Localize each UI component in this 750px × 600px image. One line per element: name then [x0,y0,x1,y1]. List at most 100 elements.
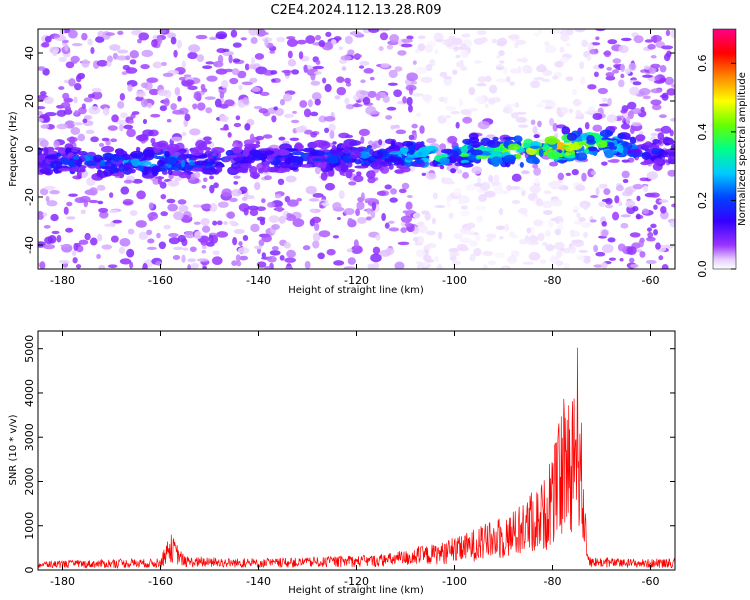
heatmap-cell [315,59,321,66]
figure-title: C2E4.2024.112.13.28.R09 [270,3,441,18]
heatmap-cell [299,100,308,108]
heatmap-cell [605,71,615,78]
heatmap-cell [248,29,260,36]
heatmap-cell [241,196,248,201]
heatmap-cell [620,73,625,79]
heatmap-cell [147,238,155,244]
heatmap-cell [172,109,185,115]
heatmap-cell [380,63,390,68]
heatmap-cell [106,55,113,63]
heatmap-cell [420,76,433,84]
heatmap-cell [519,238,528,245]
heatmap-cell [541,78,551,83]
heatmap-cell [587,106,595,114]
y-tick-label: 4000 [23,379,36,407]
heatmap-cell [347,257,356,265]
heatmap-cell [366,145,372,150]
heatmap-cell [190,167,203,172]
heatmap-cell [338,190,345,200]
heatmap-cell [292,110,297,114]
heatmap-cell [137,38,142,44]
heatmap-cell [185,165,194,170]
heatmap-cell [159,181,167,189]
heatmap-cell [507,143,521,151]
heatmap-cell [152,61,162,69]
heatmap-cell [376,190,387,196]
heatmap-cell [332,141,337,145]
heatmap-cell [645,259,657,265]
heatmap-cell [506,255,518,264]
heatmap-cell [607,237,616,243]
snr-xlabel: Height of straight line (km) [288,585,424,596]
heatmap-cell [453,187,462,196]
heatmap-cell [450,110,460,115]
heatmap-cell [212,250,220,256]
heatmap-cell [43,96,54,105]
heatmap-cell [402,96,407,104]
x-tick-label: -100 [442,575,467,588]
heatmap-cell [286,38,298,48]
y-tick-label: -40 [23,236,36,254]
heatmap-cell [587,84,597,90]
heatmap-cell [468,87,476,96]
heatmap-cell [659,65,667,73]
heatmap-cell [202,169,211,175]
heatmap-cell [286,249,296,258]
heatmap-cell [641,151,652,160]
heatmap-cell [347,49,355,56]
heatmap-cell [635,134,646,142]
heatmap-cell [585,256,591,261]
heatmap-cell [229,197,238,203]
heatmap-cell [287,50,293,59]
heatmap-cell [62,39,69,44]
heatmap-cell [342,154,353,163]
heatmap-cell [660,206,667,214]
x-tick-label: -140 [246,274,271,287]
heatmap-cell [163,97,170,107]
heatmap-cell [178,204,189,213]
heatmap-cell [527,240,539,246]
heatmap-cell [549,29,562,35]
heatmap-cell [630,263,639,268]
heatmap-cell [509,81,515,86]
heatmap-cell [456,243,468,251]
heatmap-cell [87,93,95,99]
heatmap-cell [475,205,487,211]
heatmap-cell [632,205,639,212]
heatmap-cell [159,105,167,112]
heatmap-cell [156,232,161,239]
heatmap-cell [257,31,270,36]
x-tick-label: -180 [50,575,75,588]
heatmap-cell [384,184,392,190]
heatmap-cell [529,185,542,193]
heatmap-cell [216,231,229,238]
heatmap-cell [105,140,111,146]
heatmap-cell [652,139,660,144]
heatmap-cell [620,123,631,130]
heatmap-cell [178,76,188,81]
heatmap-cell [473,247,482,257]
heatmap-cell [258,239,265,247]
heatmap-cell [543,210,553,216]
heatmap-cell [90,136,99,143]
heatmap-cell [326,154,339,164]
heatmap-cell [370,253,382,263]
heatmap-cell [552,75,559,80]
heatmap-cell [289,137,300,141]
heatmap-cell [318,115,327,123]
x-tick-label: -80 [544,575,562,588]
heatmap-cell [627,101,637,110]
heatmap-cell [249,77,258,83]
heatmap-cell [439,156,450,165]
heatmap-cell [557,159,568,164]
heatmap-cell [654,75,660,81]
heatmap-cell [418,225,429,234]
heatmap-cell [573,205,580,210]
heatmap-cell [583,231,588,238]
heatmap-cell [105,32,116,36]
heatmap-cell [229,77,239,85]
heatmap-cell [647,43,656,50]
heatmap-cell [502,190,509,195]
heatmap-cell [150,137,156,144]
heatmap-cell [282,93,293,102]
